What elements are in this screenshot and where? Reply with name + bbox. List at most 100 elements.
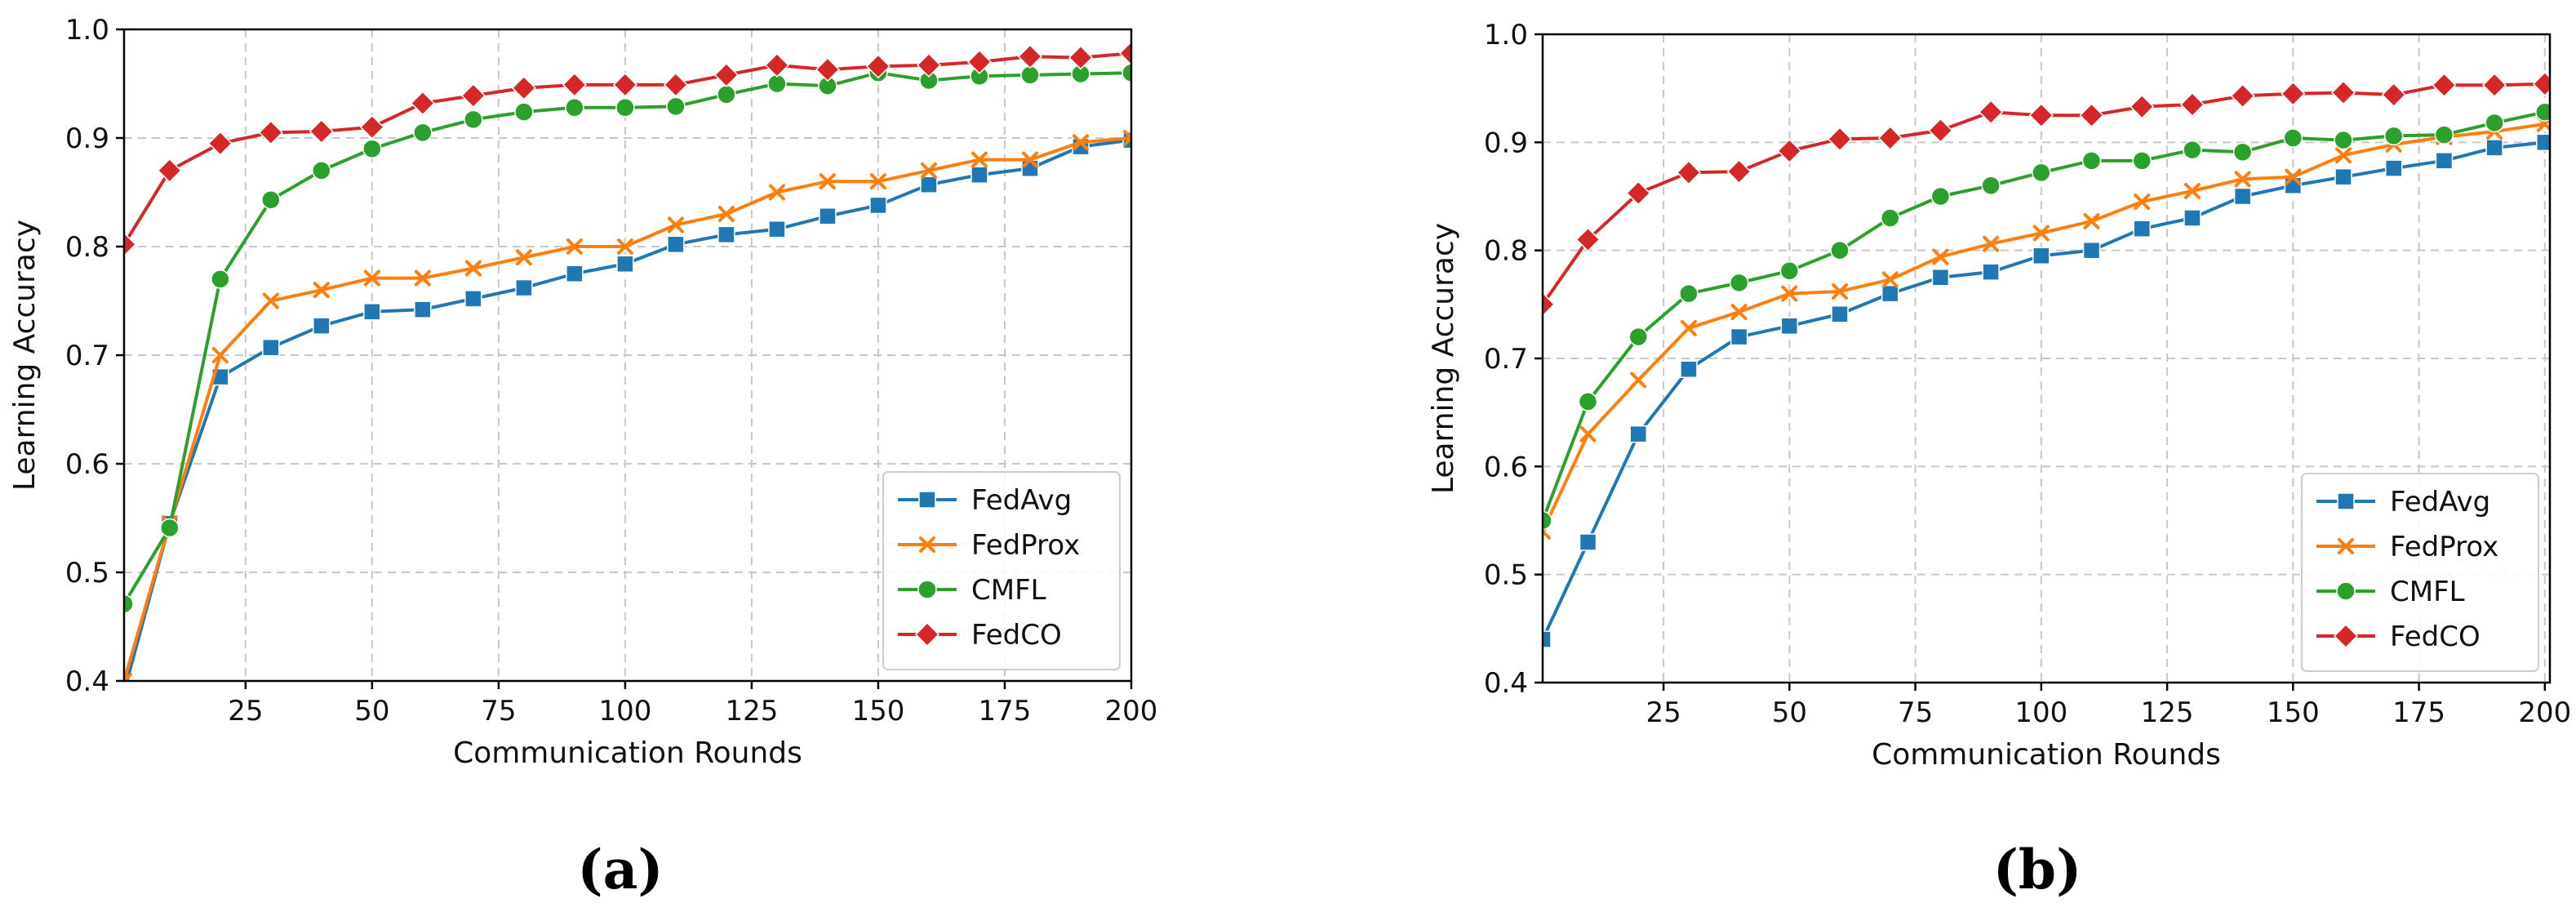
data-point-fedavg <box>1021 159 1039 177</box>
data-point-fedavg <box>1831 305 1849 323</box>
y-tick-label: 0.4 <box>65 665 109 698</box>
plot-area <box>1543 71 2550 648</box>
x-tick-label: 75 <box>481 695 516 727</box>
data-point-fedco <box>2079 103 2104 128</box>
legend-item-cmfl: CMFL <box>898 574 1046 607</box>
y-tick-label: 0.9 <box>65 122 109 155</box>
data-point-fedco <box>359 114 384 140</box>
axis-ticks: 25 50 75 100 125 150 175 200 0.4 0.5 0.6 0.7 0.8 0.9 1… <box>65 14 1158 727</box>
data-point-fedco <box>1676 160 1701 185</box>
data-point-fedco <box>1726 159 1752 185</box>
legend-marker <box>917 580 937 599</box>
data-point-cmfl <box>1930 186 1951 207</box>
data-point-fedavg <box>1780 317 1799 336</box>
data-point-fedavg <box>2536 133 2550 152</box>
data-point-fedprox <box>2032 225 2050 242</box>
data-point-cmfl <box>1880 208 1900 228</box>
y-tick-label: 0.7 <box>1484 343 1528 376</box>
data-point-fedavg <box>768 220 786 238</box>
data-point-fedco <box>2381 82 2406 108</box>
legend-item-fedprox: FedProx <box>898 529 1080 562</box>
data-point-fedco <box>511 75 536 100</box>
data-point-fedavg <box>2233 187 2252 206</box>
x-axis-label: Communication Rounds <box>1872 738 2221 772</box>
panel-caption: (a) <box>577 838 663 901</box>
data-point-fedco <box>1827 127 1853 152</box>
x-tick-label: 100 <box>2014 696 2067 729</box>
data-point-fedco <box>2028 103 2054 128</box>
y-tick-label: 0.6 <box>1484 451 1528 483</box>
data-point-fedco <box>1979 100 2004 125</box>
x-tick-label: 50 <box>1772 696 1807 729</box>
data-point-cmfl <box>362 139 382 159</box>
data-point-fedco <box>562 72 587 97</box>
data-point-fedprox <box>869 173 886 190</box>
data-point-fedprox <box>363 269 380 287</box>
x-tick-label: 200 <box>2518 696 2571 729</box>
legend-label: FedCO <box>2390 621 2481 653</box>
plot-area <box>116 41 1131 700</box>
data-point-fedprox <box>616 238 633 255</box>
data-point-fedprox <box>262 292 279 309</box>
data-point-fedco <box>207 131 233 156</box>
data-point-fedprox <box>313 282 330 299</box>
data-point-cmfl <box>2383 126 2404 146</box>
data-point-fedprox <box>2134 194 2151 211</box>
data-point-fedco <box>1928 118 1953 143</box>
data-point-fedprox <box>1123 130 1131 146</box>
data-point-cmfl <box>2032 162 2051 183</box>
legend-marker <box>918 491 936 509</box>
data-point-cmfl <box>514 102 534 122</box>
data-point-fedco <box>713 62 739 87</box>
data-point-cmfl <box>2334 130 2353 150</box>
data-point-cmfl <box>2535 102 2550 122</box>
data-point-fedavg <box>515 278 533 297</box>
y-tick-label: 0.6 <box>65 448 109 481</box>
data-point-fedprox <box>1680 319 1697 336</box>
legend-box <box>2301 473 2539 672</box>
x-tick-label: 100 <box>598 695 651 727</box>
data-point-fedco <box>1017 44 1043 69</box>
data-point-fedprox <box>1021 151 1038 168</box>
legend-marker <box>919 536 935 553</box>
data-point-cmfl <box>1779 261 1800 281</box>
data-point-cmfl <box>1830 240 1850 260</box>
data-point-fedco <box>157 158 182 183</box>
data-point-fedavg <box>116 683 132 700</box>
data-point-fedavg <box>717 225 735 244</box>
data-point-fedavg <box>1881 284 1899 303</box>
y-tick-label: 0.9 <box>1484 127 1528 159</box>
data-point-cmfl <box>717 85 736 105</box>
y-axis-label: Learning Accuracy <box>1427 223 1460 494</box>
data-point-cmfl <box>666 96 686 117</box>
data-point-fedprox <box>667 216 684 234</box>
data-point-cmfl <box>2232 142 2253 162</box>
data-point-cmfl <box>2132 151 2152 171</box>
legend-box <box>882 471 1121 670</box>
data-point-fedco <box>1626 180 1651 206</box>
x-axis-label: Communication Rounds <box>453 736 802 770</box>
data-point-fedco <box>815 57 841 82</box>
data-point-fedavg <box>313 317 331 335</box>
y-tick-label: 0.4 <box>1484 667 1528 700</box>
data-point-fedavg <box>2435 152 2454 170</box>
y-tick-label: 1.0 <box>1484 19 1528 51</box>
data-point-cmfl <box>261 190 281 210</box>
data-point-fedprox <box>1932 248 1949 265</box>
data-point-fedavg <box>869 196 887 215</box>
data-point-fedco <box>1118 41 1131 66</box>
x-tick-label: 125 <box>2141 696 2194 729</box>
legend-label: FedProx <box>2390 531 2498 563</box>
data-point-fedavg <box>2485 139 2503 157</box>
data-point-fedco <box>1777 138 1802 163</box>
legend-label: FedCO <box>971 619 1062 652</box>
data-point-fedco <box>410 91 435 116</box>
data-point-fedprox <box>717 206 735 223</box>
data-point-cmfl <box>1729 273 1749 293</box>
chart-panel-b: 25 50 75 100 125 150 175 200 0.4 0.5 0.6 0.7 0.8 0.9 1… <box>1427 19 2571 901</box>
y-tick-label: 1.0 <box>65 14 109 47</box>
legend-label: FedAvg <box>2390 486 2490 518</box>
data-point-fedprox <box>414 269 431 287</box>
data-point-cmfl <box>1121 63 1131 82</box>
